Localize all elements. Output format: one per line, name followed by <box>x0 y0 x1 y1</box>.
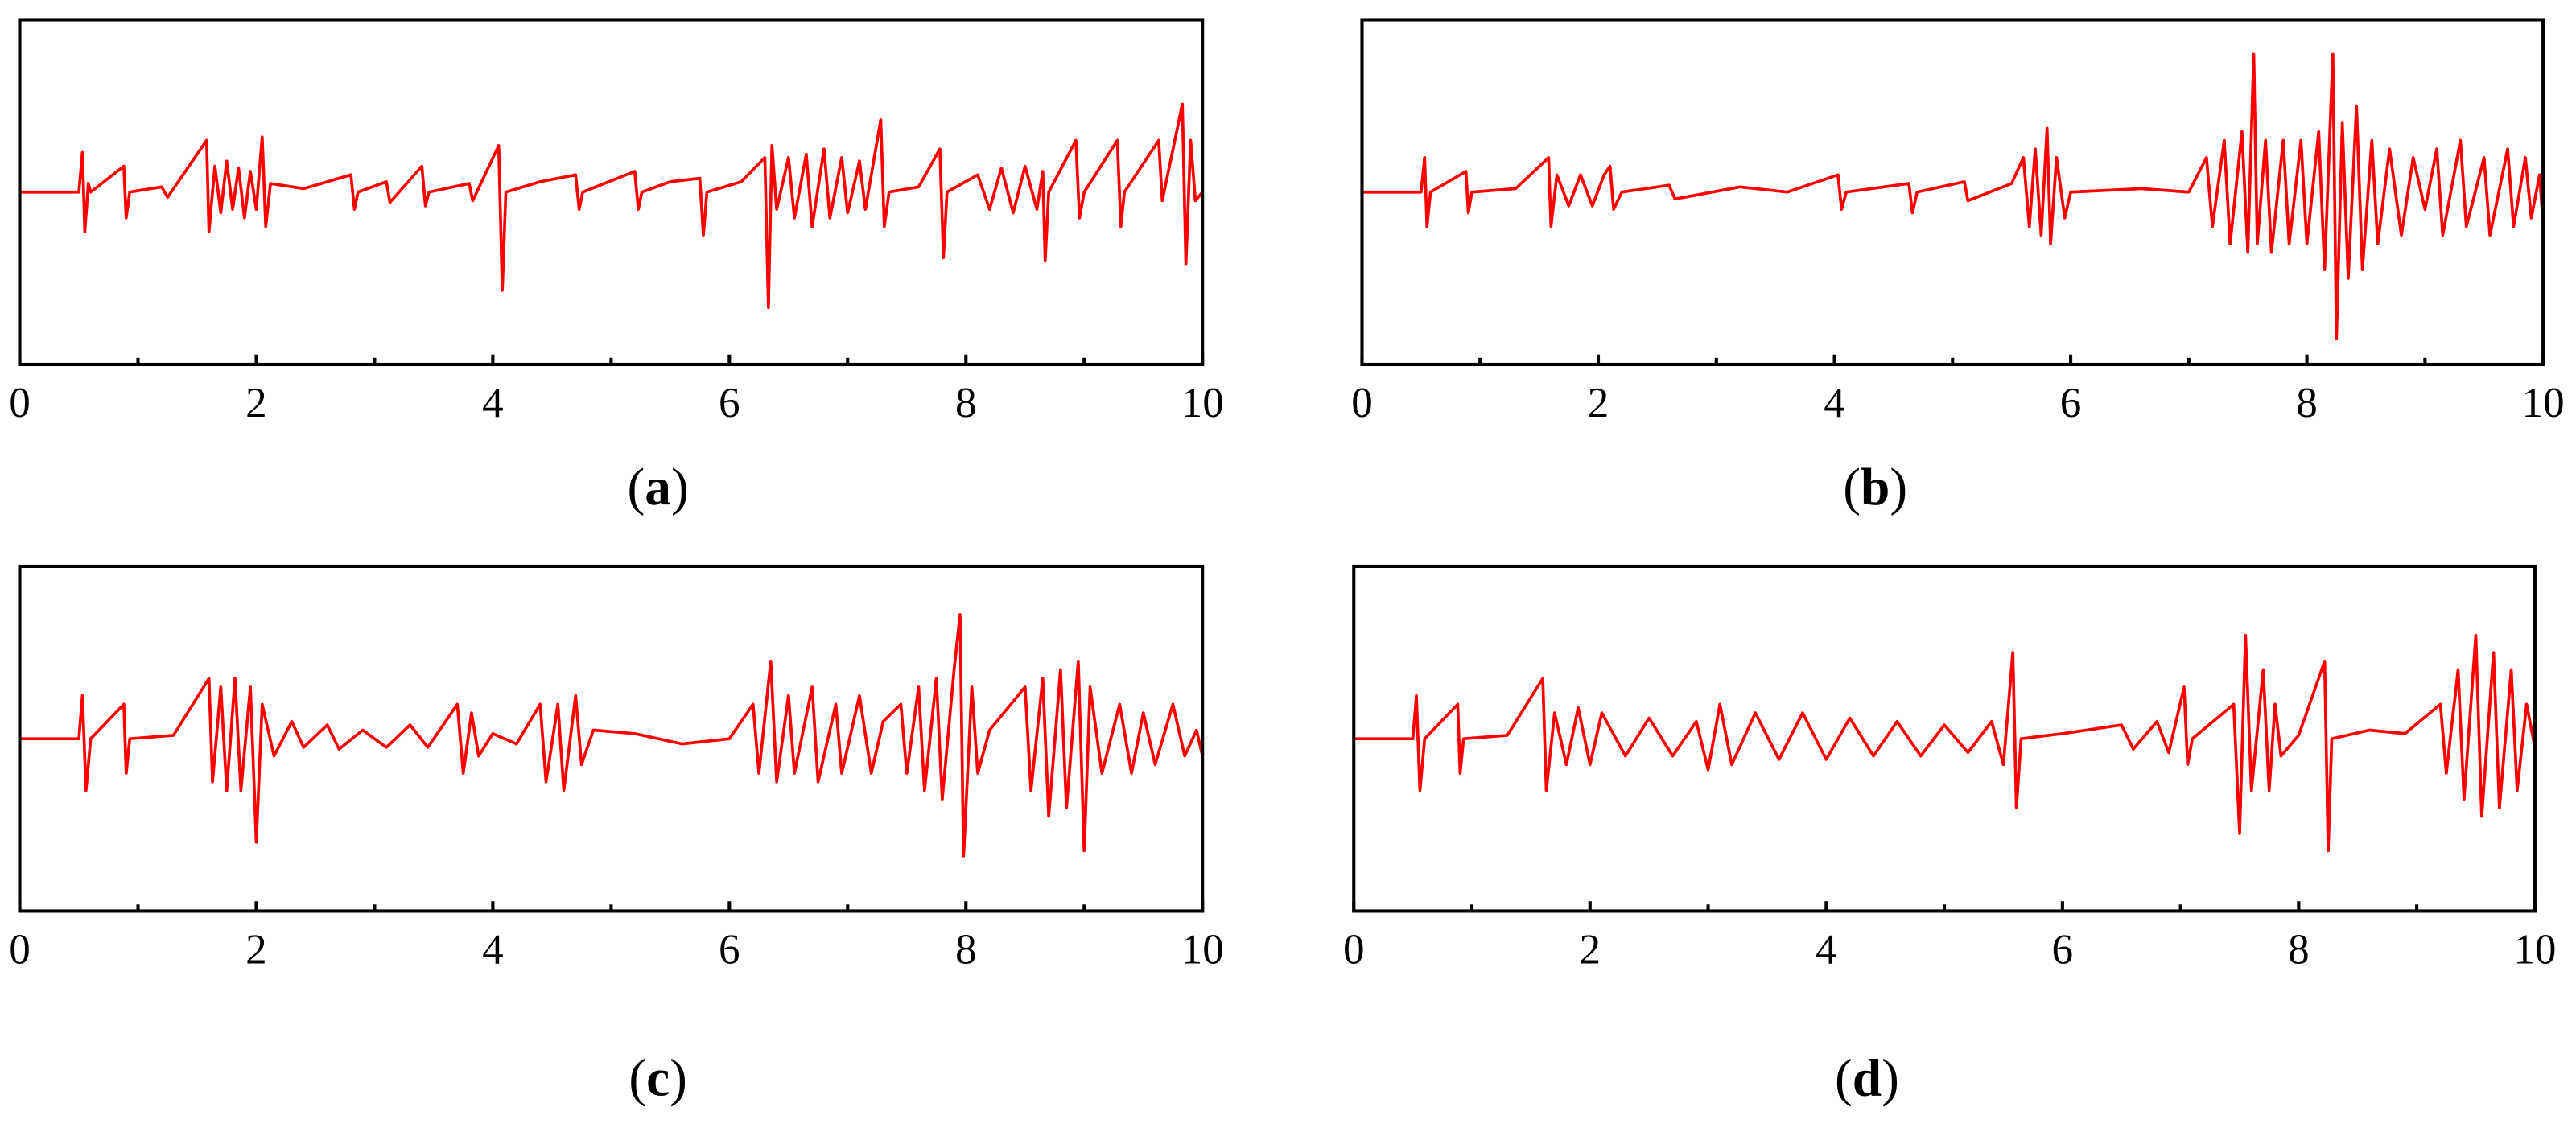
panel-caption: (a) <box>627 459 688 517</box>
x-tick-label: 2 <box>1588 380 1609 426</box>
x-tick-label: 0 <box>1351 380 1373 426</box>
x-tick-label: 10 <box>1181 927 1224 973</box>
panel: 0 2 4 6 8 10 (a) <box>9 18 1224 517</box>
panel: 0 2 4 6 8 10 (d) <box>1343 564 2556 1108</box>
x-tick-label: 0 <box>1343 927 1365 973</box>
x-tick-label: 4 <box>1816 927 1837 973</box>
panel-caption: (c) <box>629 1050 687 1108</box>
panel: 0 2 4 6 8 10 (b) <box>1351 18 2565 517</box>
x-tick-label: 4 <box>482 380 504 426</box>
x-tick-label: 6 <box>719 380 740 426</box>
x-tick-label: 10 <box>2513 927 2556 973</box>
x-tick-label: 2 <box>245 927 267 973</box>
x-tick-label: 6 <box>2060 380 2082 426</box>
panel: 0 2 4 6 8 10 (c) <box>9 564 1224 1108</box>
plot-frame <box>18 18 1205 367</box>
x-tick-label: 6 <box>719 927 740 973</box>
x-tick-label: 8 <box>955 927 977 973</box>
panel-caption: (b) <box>1843 459 1907 517</box>
signal-line <box>19 613 1205 858</box>
x-tick-label: 8 <box>2296 380 2318 426</box>
x-tick-label: 10 <box>1181 380 1224 426</box>
panel-caption: (d) <box>1835 1050 1899 1108</box>
x-tick-label: 8 <box>955 380 977 426</box>
x-tick-label: 4 <box>482 927 504 973</box>
plot-frame <box>1360 18 2545 367</box>
plot-frame <box>18 564 1205 913</box>
x-tick-label: 2 <box>1580 927 1601 973</box>
x-tick-label: 2 <box>245 380 267 426</box>
x-tick-label: 4 <box>1824 380 1845 426</box>
signal-line <box>19 102 1204 310</box>
x-tick-label: 6 <box>2052 927 2074 973</box>
x-tick-label: 0 <box>9 380 31 426</box>
plot-frame <box>1352 564 2537 913</box>
signal-line <box>1362 52 2545 340</box>
x-tick-label: 0 <box>9 927 31 973</box>
x-tick-label: 8 <box>2288 927 2310 973</box>
signal-line <box>1354 633 2537 853</box>
x-tick-label: 10 <box>2522 380 2565 426</box>
